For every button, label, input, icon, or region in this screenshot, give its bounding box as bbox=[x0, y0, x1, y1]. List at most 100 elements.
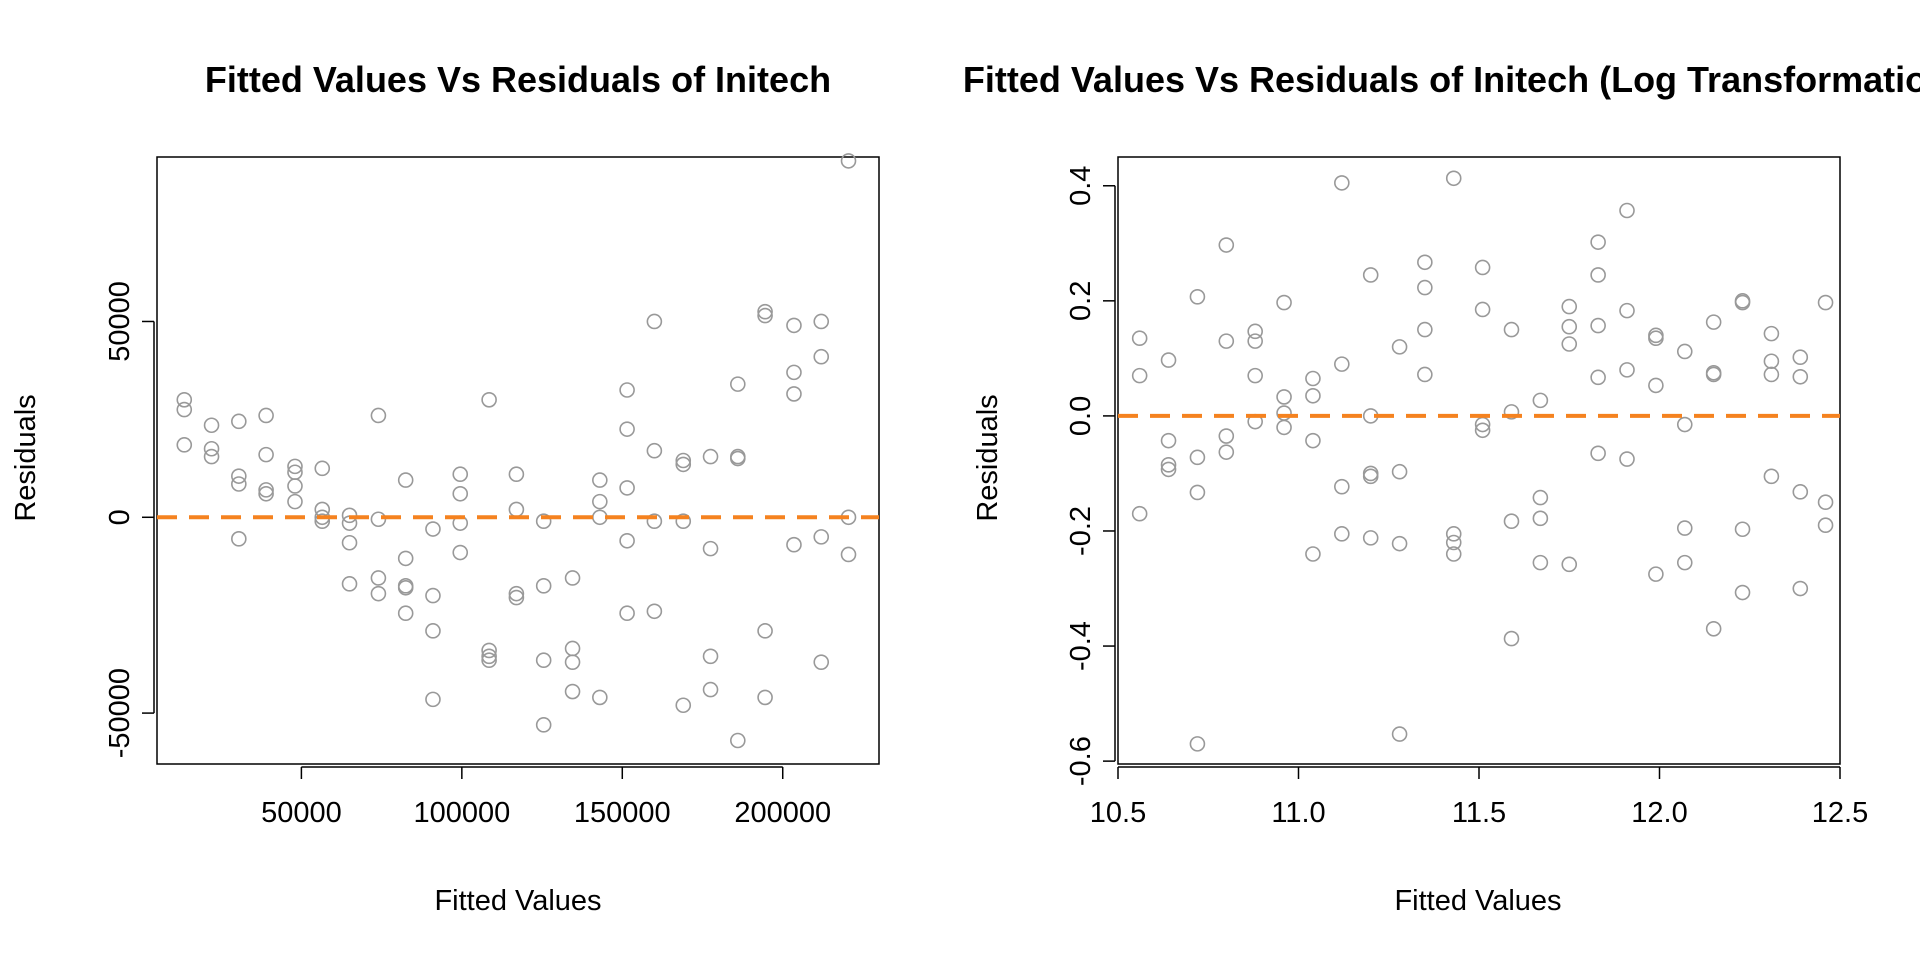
right-data-point bbox=[1276, 419, 1292, 436]
right-data-point bbox=[1391, 535, 1408, 552]
right-data-point bbox=[1218, 444, 1235, 460]
left-data-point bbox=[314, 513, 331, 530]
right-data-point bbox=[1276, 294, 1292, 311]
left-data-point bbox=[481, 642, 497, 659]
right-data-point bbox=[1362, 468, 1379, 485]
left-data-point bbox=[702, 448, 719, 465]
left-data-point bbox=[314, 460, 331, 477]
left-data-point bbox=[203, 440, 220, 457]
left-data-point bbox=[397, 605, 414, 622]
right-data-point bbox=[1619, 302, 1635, 319]
right-data-point bbox=[1160, 461, 1177, 478]
right-y-tick-label: -0.4 bbox=[1065, 621, 1097, 671]
right-x-tick-label: 12.5 bbox=[1812, 797, 1868, 829]
left-data-point bbox=[341, 534, 358, 551]
left-data-point bbox=[452, 466, 469, 483]
right-data-point bbox=[1705, 314, 1722, 330]
left-data-point bbox=[592, 472, 608, 488]
right-chart-title: Fitted Values Vs Residuals of Initech (L… bbox=[963, 59, 1920, 100]
right-data-point bbox=[1503, 321, 1520, 338]
left-data-point bbox=[258, 485, 274, 502]
right-data-point bbox=[1792, 484, 1809, 500]
left-data-point bbox=[231, 413, 247, 430]
right-data-point bbox=[1503, 630, 1520, 647]
right-data-point bbox=[1590, 317, 1606, 334]
left-y-tick-label: 0 bbox=[104, 509, 136, 525]
left-data-point bbox=[702, 540, 719, 557]
left-data-point bbox=[592, 509, 608, 526]
left-data-point bbox=[203, 448, 220, 465]
right-data-point bbox=[1561, 556, 1578, 573]
left-data-point bbox=[370, 585, 387, 602]
left-data-point bbox=[564, 640, 581, 657]
right-data-point bbox=[1503, 404, 1520, 420]
left-data-point bbox=[425, 587, 441, 604]
left-data-point bbox=[675, 513, 692, 530]
left-data-point bbox=[258, 446, 274, 463]
right-data-point bbox=[1619, 451, 1635, 467]
right-x-tick-label: 12.0 bbox=[1631, 797, 1687, 829]
right-data-point bbox=[1763, 325, 1780, 342]
right-data-point bbox=[1590, 234, 1606, 250]
right-data-point bbox=[1676, 520, 1693, 536]
right-plot-frame bbox=[1117, 156, 1841, 765]
right-y-tick-label: 0.0 bbox=[1065, 396, 1097, 436]
right-data-point bbox=[1763, 366, 1780, 383]
right-data-point bbox=[1276, 405, 1292, 421]
left-data-point bbox=[508, 589, 525, 606]
left-data-point bbox=[675, 452, 692, 469]
left-data-point bbox=[592, 689, 608, 706]
left-data-point bbox=[786, 386, 802, 402]
left-data-point bbox=[370, 407, 387, 424]
left-data-point bbox=[425, 691, 441, 708]
right-data-point bbox=[1218, 428, 1235, 444]
left-data-point bbox=[231, 476, 247, 492]
left-data-point bbox=[203, 417, 220, 434]
left-data-point bbox=[757, 307, 773, 324]
right-data-point bbox=[1734, 294, 1751, 311]
right-y-tick-label: 0.2 bbox=[1065, 281, 1097, 321]
right-y-tick-label: -0.2 bbox=[1065, 506, 1097, 556]
right-data-point bbox=[1532, 554, 1549, 571]
right-data-point bbox=[1391, 463, 1408, 480]
left-data-point bbox=[481, 391, 497, 408]
right-chart-panel: Fitted Values Vs Residuals of Initech (L… bbox=[963, 59, 1920, 917]
right-plot-area: 10.5 11.0 11.5 12.0 12.5 -0.6 -0.4 -0.2 0.0 0.2 0.… bbox=[1065, 156, 1868, 829]
left-data-point bbox=[425, 623, 441, 639]
left-data-point bbox=[813, 313, 830, 330]
left-data-point bbox=[176, 437, 193, 453]
left-data-point bbox=[481, 652, 497, 669]
right-data-point bbox=[1305, 370, 1321, 387]
left-data-point bbox=[619, 605, 635, 622]
right-data-point bbox=[1817, 494, 1834, 511]
left-data-point bbox=[481, 648, 497, 665]
right-data-point bbox=[1189, 736, 1206, 752]
left-data-point bbox=[452, 544, 469, 561]
right-data-point bbox=[1561, 318, 1578, 335]
left-data-point bbox=[786, 364, 802, 381]
left-data-point bbox=[730, 450, 746, 467]
right-data-point bbox=[1817, 294, 1834, 311]
right-data-point bbox=[1619, 362, 1635, 378]
left-data-point bbox=[619, 480, 635, 496]
right-data-point bbox=[1305, 387, 1321, 404]
left-data-point bbox=[508, 466, 525, 483]
right-data-point bbox=[1218, 333, 1235, 349]
left-data-point bbox=[813, 348, 830, 365]
left-data-point bbox=[397, 550, 414, 567]
right-data-point bbox=[1648, 377, 1664, 394]
right-data-point bbox=[1676, 554, 1693, 571]
right-data-point bbox=[1817, 517, 1834, 534]
right-data-point bbox=[1189, 449, 1206, 466]
left-plot-frame bbox=[156, 156, 880, 765]
right-data-point bbox=[1590, 369, 1606, 386]
left-data-point bbox=[675, 456, 692, 473]
right-data-point bbox=[1334, 478, 1350, 495]
right-data-point bbox=[1276, 389, 1292, 405]
left-data-point bbox=[813, 529, 830, 545]
left-data-point bbox=[786, 536, 802, 553]
right-data-point bbox=[1247, 323, 1263, 340]
left-x-tick-label: 50000 bbox=[261, 797, 342, 829]
right-data-point bbox=[1648, 566, 1664, 582]
left-x-tick-label: 150000 bbox=[574, 797, 671, 829]
